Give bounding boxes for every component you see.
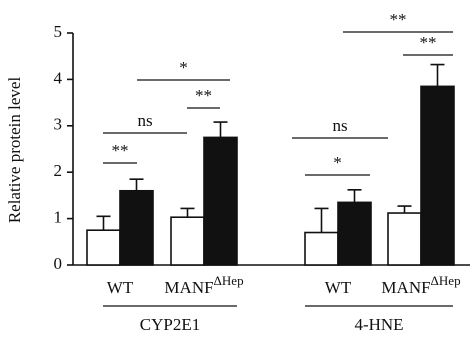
y-tick-label: 1	[54, 208, 63, 227]
y-tick-label: 4	[54, 68, 63, 87]
error-bar	[180, 207, 195, 218]
category-label: MANF	[381, 278, 430, 297]
bar	[337, 201, 372, 266]
y-axis-label: Relative protein level	[5, 77, 24, 224]
bar	[119, 189, 154, 266]
error-bar	[430, 63, 445, 87]
category-label: WT	[107, 278, 134, 297]
significance-label: **	[112, 141, 129, 160]
y-tick-label: 0	[54, 254, 63, 273]
significance-label: ns	[137, 111, 152, 130]
y-tick-label: 5	[54, 22, 63, 41]
category-superscript: ΔHep	[431, 273, 461, 288]
significance-label: **	[195, 86, 212, 105]
error-bar	[347, 189, 362, 203]
significance-label: *	[333, 153, 342, 172]
significance-label: *	[179, 58, 188, 77]
error-bar	[314, 207, 329, 233]
error-bar	[213, 121, 228, 138]
significance-label: **	[420, 33, 437, 52]
group-label: 4-HNE	[354, 315, 403, 334]
significance-label: **	[390, 10, 407, 29]
bar	[304, 231, 339, 266]
y-tick-label: 2	[54, 161, 63, 180]
significance-label: ns	[332, 116, 347, 135]
bar	[387, 212, 422, 266]
category-label: WT	[325, 278, 352, 297]
y-tick-label: 3	[54, 115, 63, 134]
bar	[203, 136, 238, 266]
category-label: MANF	[164, 278, 213, 297]
error-bar	[129, 178, 144, 191]
bar	[86, 229, 121, 266]
x-tick-label: MANFΔHep	[381, 273, 460, 297]
error-bar	[96, 215, 111, 231]
error-bar	[397, 205, 412, 214]
bar	[170, 216, 205, 266]
category-superscript: ΔHep	[214, 273, 244, 288]
group-label: CYP2E1	[140, 315, 200, 334]
x-tick-label: WT	[325, 278, 352, 297]
x-tick-label: MANFΔHep	[164, 273, 243, 297]
bar	[420, 85, 455, 266]
x-tick-label: WT	[107, 278, 134, 297]
